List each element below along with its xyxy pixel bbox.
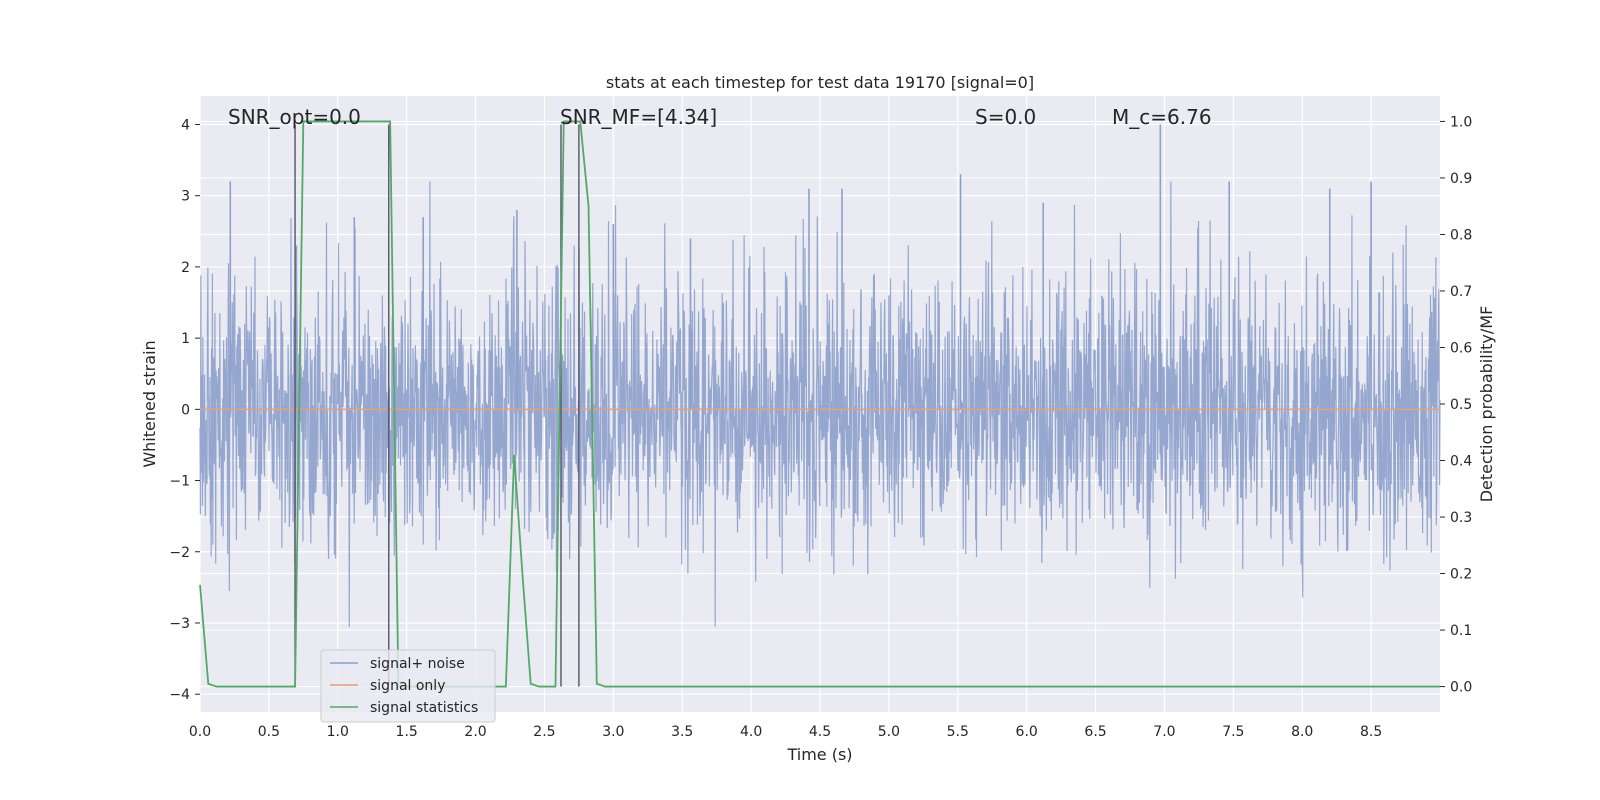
y2-tick-label: 0.7 (1450, 284, 1472, 300)
y2-tick-label: 0.2 (1450, 567, 1472, 583)
x-tick-label: 4.5 (809, 724, 831, 740)
y2-tick-label: 0.0 (1450, 680, 1472, 696)
x-tick-label: 2.0 (464, 724, 486, 740)
noise-line (199, 181, 1441, 628)
legend-label-signal-noise: signal+ noise (370, 656, 465, 672)
x-tick-label: 4.0 (740, 724, 762, 740)
x-tick-label: 6.0 (1016, 724, 1038, 740)
x-tick-label: 0.5 (258, 724, 280, 740)
chart-title: stats at each timestep for test data 191… (606, 73, 1034, 92)
y2-tick-label: 0.1 (1450, 623, 1472, 639)
y2-axis-ticks: 0.0 0.1 0.2 0.3 0.4 0.5 0.6 0.7 0.8 0.9 1.0 (1440, 114, 1472, 696)
y-axis-ticks: −4 −3 −2 −1 0 1 2 3 4 (169, 117, 200, 703)
annotation-snr-opt: SNR_opt=0.0 (228, 105, 361, 129)
series-signal-noise (199, 124, 1441, 628)
annotation-snr-mf: SNR_MF=[4.34] (560, 105, 717, 129)
x-tick-label: 7.5 (1222, 724, 1244, 740)
legend-label-signal-statistics: signal statistics (370, 700, 478, 716)
y-tick-label: 4 (181, 117, 190, 133)
x-tick-label: 7.0 (1153, 724, 1175, 740)
x-tick-label: 1.5 (396, 724, 418, 740)
x-tick-label: 2.5 (533, 724, 555, 740)
legend-box (320, 649, 496, 723)
x-tick-label: 0.0 (189, 724, 211, 740)
y2-tick-label: 0.4 (1450, 454, 1472, 470)
y2-tick-label: 0.3 (1450, 510, 1472, 526)
x-tick-label: 1.0 (327, 724, 349, 740)
legend-label-signal-only: signal only (370, 678, 445, 694)
y-tick-label: 1 (181, 331, 190, 347)
y-tick-label: −4 (169, 687, 190, 703)
y-tick-label: 3 (181, 189, 190, 205)
y2-tick-label: 0.6 (1450, 340, 1472, 356)
y2-tick-label: 0.9 (1450, 171, 1472, 187)
y-axis-label: Whitened strain (140, 340, 159, 467)
y-tick-label: −1 (169, 474, 190, 490)
x-tick-label: 6.5 (1084, 724, 1106, 740)
y-tick-label: −2 (169, 545, 190, 561)
x-tick-label: 3.5 (671, 724, 693, 740)
annotation-s: S=0.0 (975, 105, 1036, 129)
annotation-mc: M_c=6.76 (1112, 105, 1212, 129)
vertical-markers (294, 124, 580, 687)
x-tick-label: 5.5 (947, 724, 969, 740)
x-axis-label: Time (s) (786, 745, 852, 764)
x-tick-label: 8.0 (1291, 724, 1313, 740)
x-tick-label: 5.0 (878, 724, 900, 740)
y-tick-label: 2 (181, 260, 190, 276)
y-tick-label: −3 (169, 616, 190, 632)
legend: signal+ noise signal only signal statist… (320, 649, 496, 723)
y2-tick-label: 0.8 (1450, 227, 1472, 243)
y2-axis-label: Detection probability/MF (1477, 306, 1496, 503)
y2-tick-label: 0.5 (1450, 397, 1472, 413)
x-tick-label: 3.0 (602, 724, 624, 740)
x-tick-label: 8.5 (1360, 724, 1382, 740)
x-axis-ticks: 0.0 0.5 1.0 1.5 2.0 2.5 3.0 3.5 4.0 4.5 5.0 5.5 6.0 6… (189, 724, 1382, 740)
y-tick-label: 0 (181, 402, 190, 418)
y2-tick-label: 1.0 (1450, 114, 1472, 130)
